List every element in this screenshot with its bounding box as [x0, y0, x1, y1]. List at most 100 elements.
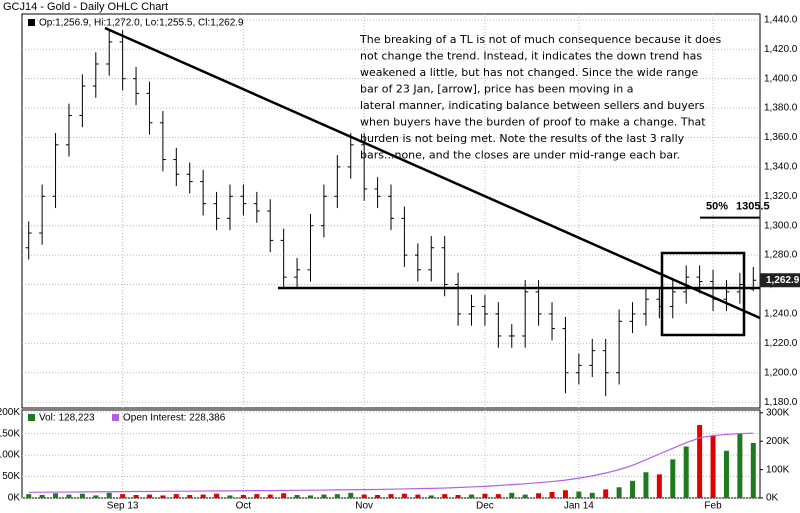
annotation-line: bars...none, and the closes are under mi… — [360, 149, 680, 162]
y-tick-label: 1,180.0 — [764, 397, 798, 408]
volume-bar — [334, 494, 340, 498]
legend-swatch — [28, 19, 35, 26]
volume-bar — [670, 459, 676, 498]
volume-bar — [348, 492, 354, 498]
volume-bar — [26, 494, 32, 498]
volume-bar — [120, 494, 126, 498]
volume-bar — [536, 493, 542, 498]
y-tick-label: 1,280.0 — [764, 250, 798, 261]
y-tick-label: 1,400.0 — [764, 73, 798, 84]
volume-bar — [415, 494, 421, 498]
volume-bar — [697, 425, 703, 498]
y-tick-label: 1,440.0 — [764, 15, 798, 26]
volume-bar — [442, 494, 448, 498]
volume-bar — [737, 433, 743, 498]
x-tick-label: Dec — [476, 501, 494, 512]
y-tick-label: 1,360.0 — [764, 132, 798, 143]
volume-bar — [214, 493, 220, 498]
last-price-label: 1,262.9 — [766, 275, 800, 286]
y-tick-label: 1,420.0 — [764, 44, 798, 55]
retracement-value: 1305.5 — [736, 201, 770, 213]
y-tick-label: 0K — [8, 493, 21, 504]
open-interest-line — [28, 432, 754, 493]
volume-bar — [93, 495, 99, 498]
volume-bar — [53, 493, 59, 498]
volume-bar — [160, 495, 166, 498]
legend-swatch — [28, 414, 35, 421]
volume-bar — [388, 494, 394, 498]
marks — [25, 30, 757, 498]
volume-bar — [187, 494, 193, 498]
volume-bar — [482, 493, 488, 498]
volume-bar — [469, 494, 475, 498]
price-legend: Op:1,256.9, Hi:1,272.0, Lo:1,255.5, Cl:1… — [39, 18, 244, 29]
y-tick-label: 100K — [0, 450, 20, 461]
retracement-label: 50% — [706, 201, 728, 213]
volume-bar — [509, 492, 515, 498]
volume-bar — [39, 494, 45, 498]
annotation-line: not change the trend. Instead, it indica… — [360, 50, 702, 63]
volume-bar — [589, 492, 595, 498]
volume-bar — [428, 495, 434, 498]
annotation-line: bar of 23 Jan, [arrow], price has been m… — [360, 83, 633, 96]
volume-bar — [643, 472, 649, 498]
trend-line — [104, 26, 761, 320]
volume-bar — [321, 494, 327, 498]
volume-bar — [307, 495, 313, 498]
volume-bar — [683, 446, 689, 498]
legend-swatch — [112, 414, 119, 421]
volume-bar — [267, 494, 273, 498]
y-tick-label: 150K — [0, 428, 20, 439]
volume-bar — [562, 490, 568, 498]
volume-bar — [200, 494, 206, 498]
grid — [22, 14, 760, 499]
y-tick-label: 200K — [0, 407, 20, 418]
volume-bar — [576, 491, 582, 498]
annotation-line: burden is not being met. Note the result… — [360, 132, 685, 145]
y-tick-label: 1,200.0 — [764, 367, 798, 378]
y-tick-label: 1,380.0 — [764, 103, 798, 114]
volume-bar — [361, 494, 367, 498]
x-tick-label: Oct — [236, 501, 252, 512]
volume-bar — [656, 474, 662, 498]
volume-bar — [254, 494, 260, 498]
annotation-line: The breaking of a TL is not of much cons… — [359, 33, 721, 46]
y2-tick-label: 100K — [766, 464, 790, 475]
legend-entry: Vol: 128,223 — [39, 413, 95, 424]
y-tick-label: 1,300.0 — [764, 220, 798, 231]
volume-bar — [133, 494, 139, 498]
annotation: The breaking of a TL is not of much cons… — [359, 33, 721, 162]
volume-bar — [294, 494, 300, 498]
volume-bar — [66, 494, 72, 498]
annotation-line: lateral manner, indicating balance betwe… — [360, 99, 705, 112]
y2-tick-label: 300K — [766, 407, 790, 418]
volume-bar — [401, 493, 407, 498]
last-price-box — [760, 273, 800, 288]
x-tick-label: Jan 14 — [564, 501, 594, 512]
volume-bar — [106, 492, 112, 498]
y-tick-label: 1,220.0 — [764, 338, 798, 349]
y-tick-label: 50K — [2, 471, 20, 482]
volume-bar — [723, 450, 729, 498]
volume-bar — [281, 493, 287, 498]
volume-bar — [227, 495, 233, 498]
chart-title: GCJ14 - Gold - Daily OHLC Chart — [3, 1, 168, 13]
highlight-box — [660, 251, 746, 337]
volume-bar — [616, 487, 622, 498]
volume-bar — [630, 480, 636, 498]
volume-bar — [522, 494, 528, 498]
price-panel — [21, 13, 761, 409]
volume-bar — [495, 494, 501, 498]
volume-bar — [750, 442, 756, 498]
x-tick-label: Sep 13 — [107, 501, 139, 512]
annotation-line: when buyers have the burden of proof to … — [360, 116, 706, 129]
y-tick-label: 1,340.0 — [764, 162, 798, 173]
volume-bar — [173, 494, 179, 498]
volume-bar — [240, 494, 246, 498]
volume-bar — [79, 493, 85, 498]
legend-entry: Open Interest: 228,386 — [123, 413, 226, 424]
annotation-line: weakened a little, but has not changed. … — [360, 66, 698, 79]
y2-tick-label: 200K — [766, 436, 790, 447]
